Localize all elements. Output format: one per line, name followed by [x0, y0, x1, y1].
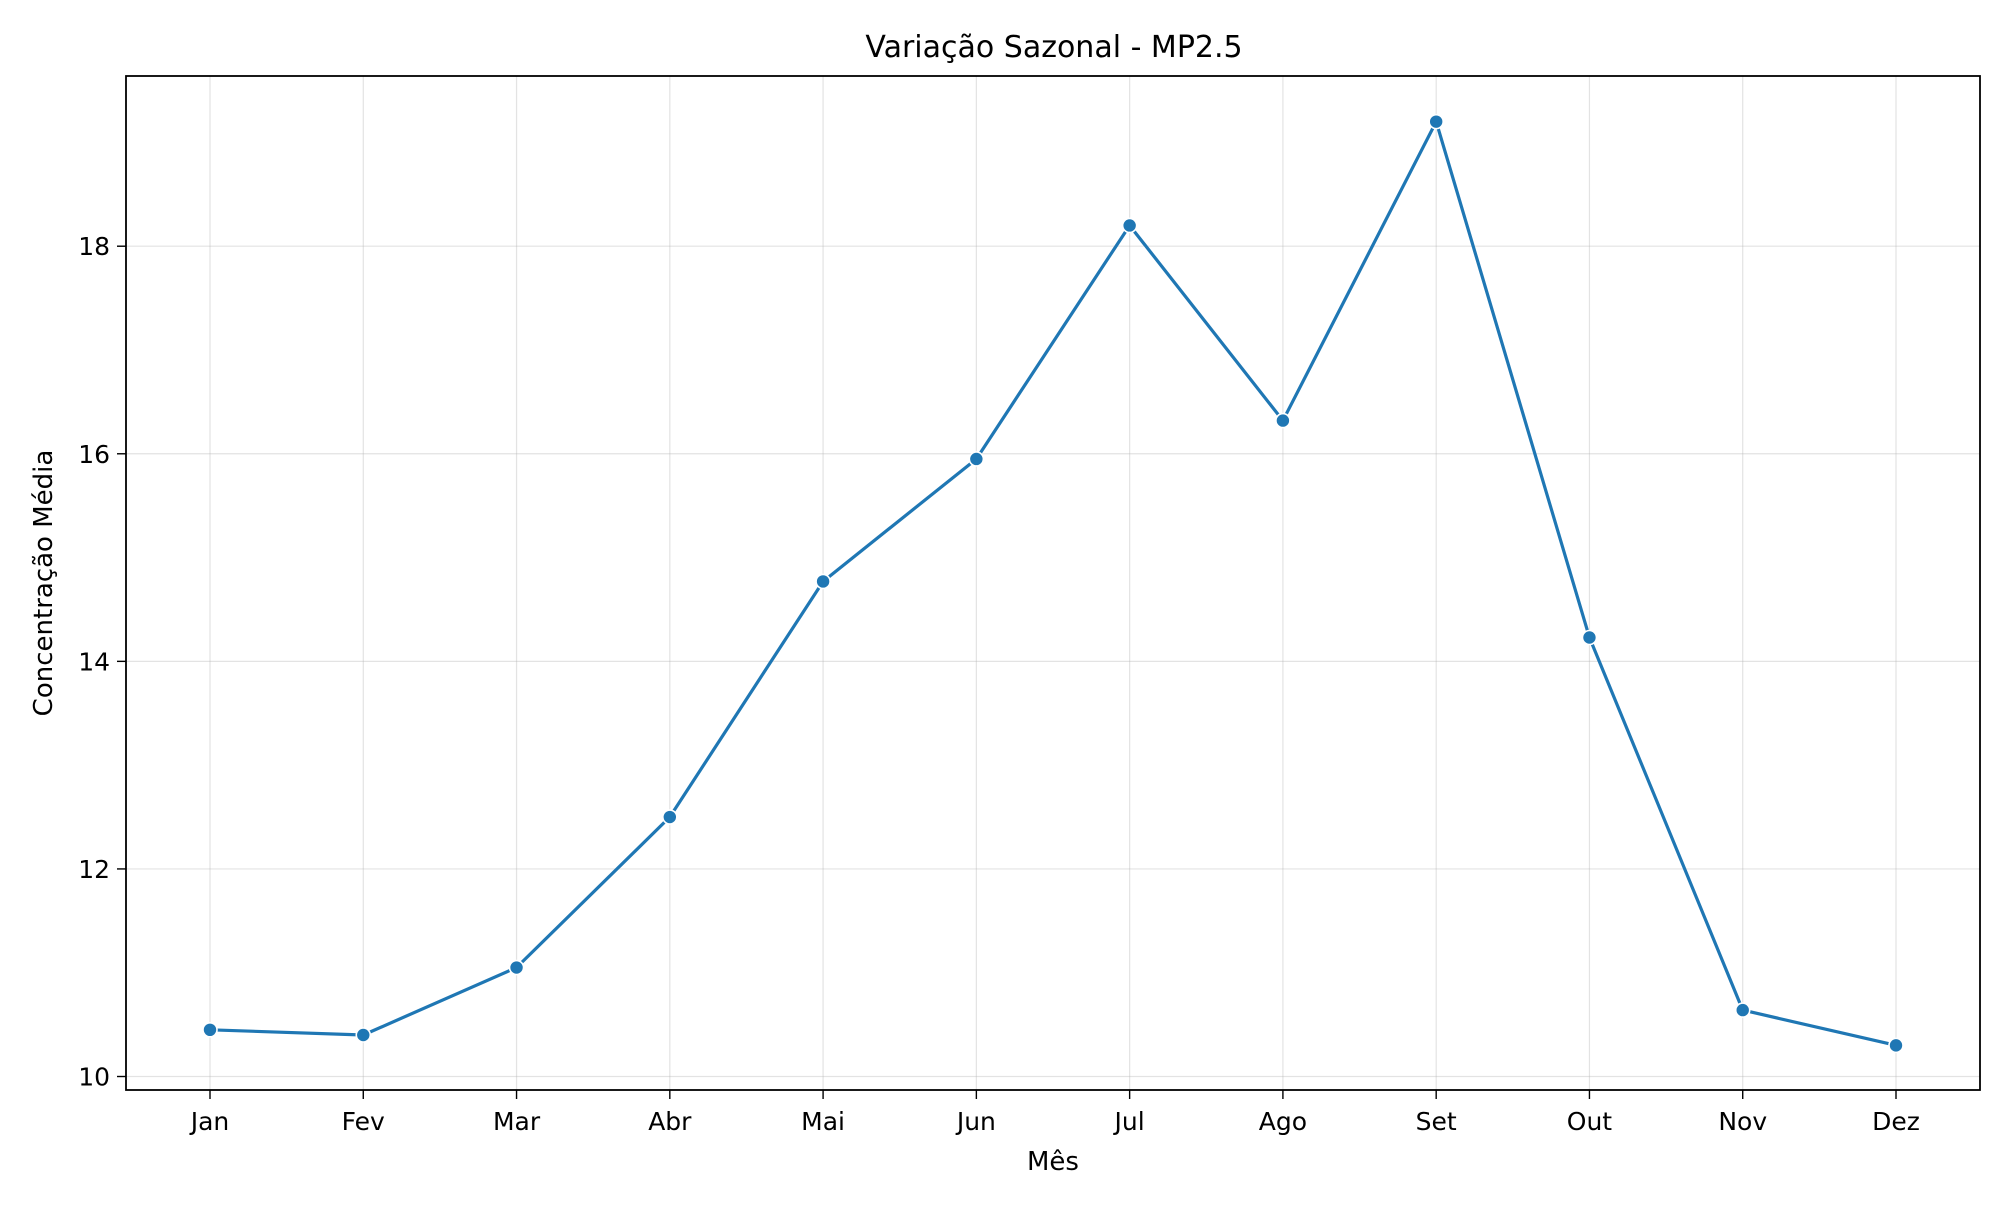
data-point-nov [1734, 1002, 1751, 1018]
x-tick-label: Fev [342, 1107, 385, 1136]
plot-area-frame [125, 75, 1981, 1091]
x-tick-label: Out [1567, 1107, 1613, 1136]
data-point-set [1428, 113, 1444, 130]
y-tick-label: 18 [78, 232, 110, 261]
x-tick-label: Set [1416, 1107, 1457, 1136]
data-point-out [1581, 629, 1598, 646]
data-point-jan [202, 1022, 218, 1038]
y-tick-label: 10 [78, 1063, 110, 1092]
data-point-fev [355, 1027, 372, 1043]
x-tick-label: Ago [1259, 1107, 1307, 1136]
axis-ticks: Jan Fev Mar Abr Mai Jun Jul Ago Set Out Nov Dez 10 12… [78, 232, 1920, 1136]
x-tick-label: Abr [648, 1107, 692, 1136]
x-tick-label: Jul [1113, 1107, 1145, 1136]
x-tick-label: Jun [955, 1107, 996, 1136]
data-point-mai [815, 573, 831, 590]
y-tick-label: 12 [78, 855, 110, 884]
x-tick-label: Mai [801, 1107, 845, 1136]
y-tick-label: 14 [78, 647, 110, 676]
grid [126, 76, 1980, 1090]
data-point-jul [1121, 217, 1138, 234]
data-point-abr [662, 809, 678, 825]
data-point-dez [1888, 1037, 1904, 1054]
chart-title: Variação Sazonal - MP2.5 [865, 30, 1242, 65]
y-tick-label: 16 [78, 440, 110, 469]
x-tick-label: Nov [1718, 1107, 1767, 1136]
data-point-ago [1275, 412, 1291, 429]
series-line [208, 120, 1898, 1047]
series-layer [202, 113, 1904, 1054]
x-axis-label: Mês [1027, 1147, 1079, 1177]
x-tick-label: Jan [189, 1107, 230, 1136]
x-tick-label: Mar [493, 1107, 541, 1136]
y-axis-label: Concentração Média [29, 450, 59, 717]
x-tick-label: Dez [1872, 1107, 1920, 1136]
data-point-jun [968, 451, 985, 467]
data-point-mar [508, 959, 525, 976]
